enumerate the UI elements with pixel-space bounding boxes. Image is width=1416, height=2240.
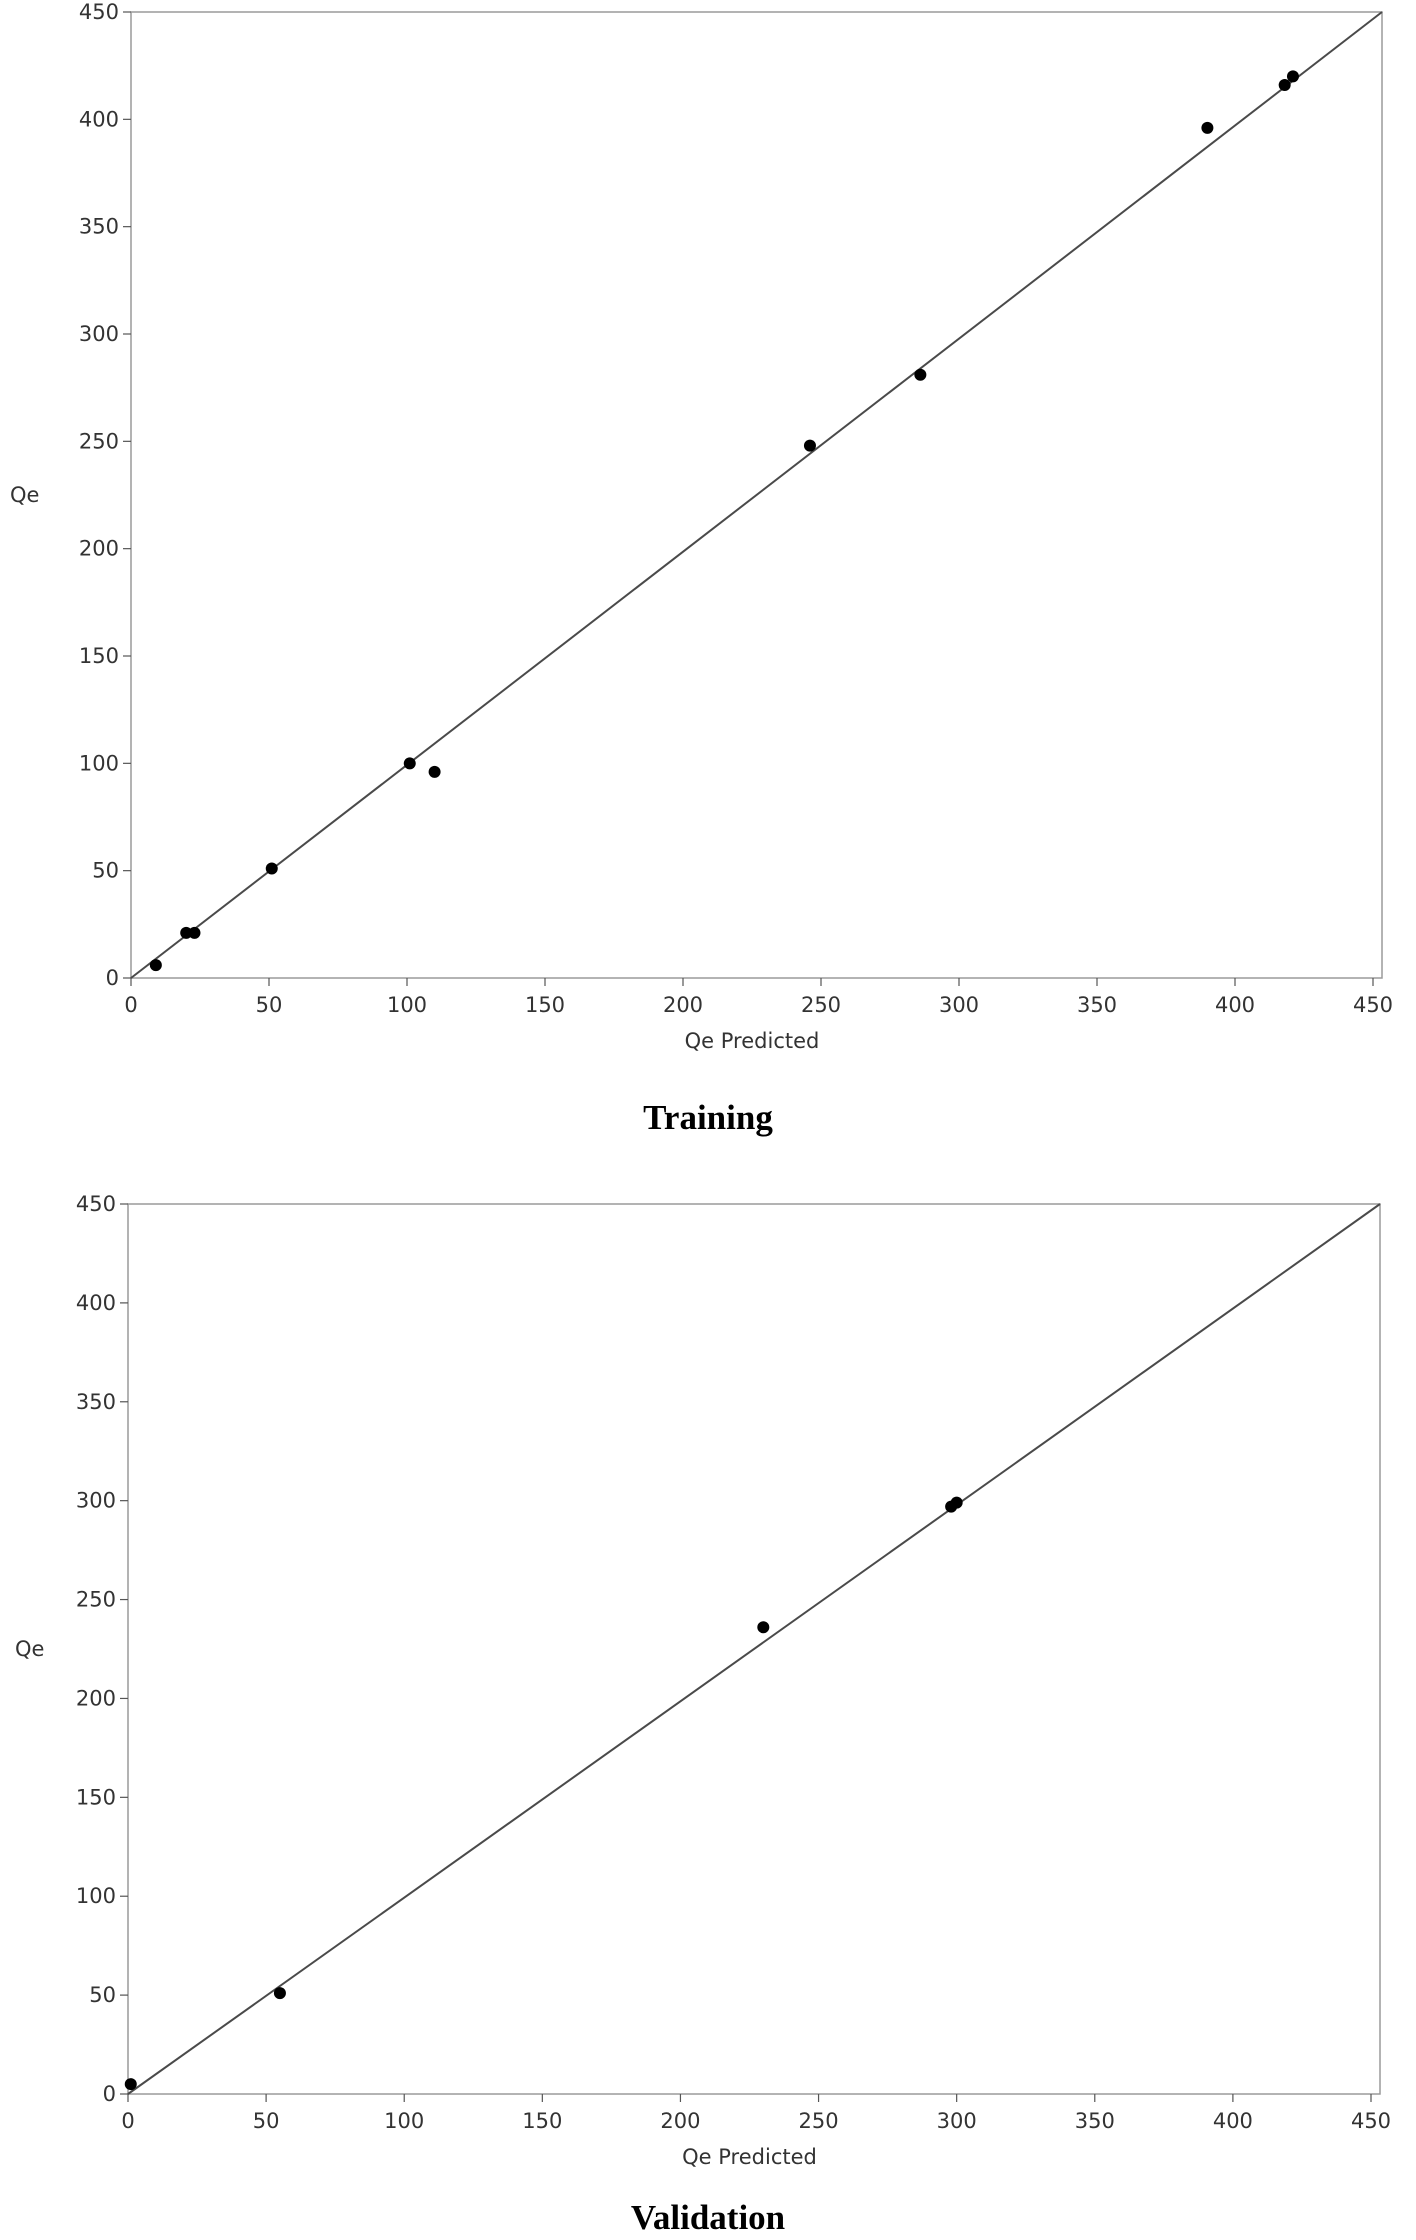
- data-point: [914, 368, 927, 381]
- data-point: [950, 1496, 963, 1509]
- x-tick-label: 350: [1075, 2109, 1115, 2133]
- data-point: [428, 765, 441, 778]
- y-tick-label: 0: [106, 966, 119, 990]
- x-tick-label: 100: [384, 2109, 424, 2133]
- data-point: [188, 926, 201, 939]
- y-tick-label: 100: [79, 751, 119, 775]
- data-point: [803, 439, 816, 452]
- training-caption: Training: [643, 1098, 773, 1137]
- x-tick-label: 250: [801, 993, 841, 1017]
- y-axis-label: Qe: [10, 483, 39, 507]
- x-tick-label: 250: [799, 2109, 839, 2133]
- y-tick-label: 250: [79, 429, 119, 453]
- training-chart: 0 50 100 150 200 250 300 350 400 450 0 50 100 150 200 2…: [0, 0, 1416, 1080]
- validation-caption: Validation: [630, 2198, 786, 2237]
- x-tick-label: 450: [1353, 993, 1393, 1017]
- y-tick-label: 100: [76, 1884, 116, 1908]
- y-tick-label: 50: [92, 859, 119, 883]
- validation-chart: 0 50 100 150 200 250 300 350 400 450 0 50 100 150 200 2…: [0, 1150, 1416, 2240]
- x-tick-label: 200: [660, 2109, 700, 2133]
- x-axis-label: Qe Predicted: [685, 1029, 820, 1053]
- data-point: [180, 926, 193, 939]
- x-tick-label: 400: [1215, 993, 1255, 1017]
- x-tick-label: 150: [522, 2109, 562, 2133]
- y-tick-label: 0: [103, 2082, 116, 2106]
- x-tick-label: 450: [1351, 2109, 1391, 2133]
- data-point: [1201, 121, 1214, 134]
- y-tick-label: 450: [76, 1192, 116, 1216]
- validation-plot-svg: 0 50 100 150 200 250 300 350 400 450 0 50 100 150 200 2…: [15, 1192, 1391, 2169]
- y-tick-label: 450: [79, 0, 119, 24]
- x-tick-label: 150: [525, 993, 565, 1017]
- x-tick-label: 300: [937, 2109, 977, 2133]
- plot-frame: [127, 1203, 1381, 2095]
- y-tick-label: 200: [76, 1686, 116, 1710]
- data-point: [124, 2078, 137, 2091]
- training-plot-svg: 0 50 100 150 200 250 300 350 400 450 0 50 100 150 200 2…: [10, 0, 1393, 1053]
- y-tick-label: 350: [76, 1390, 116, 1414]
- data-point: [757, 1621, 770, 1634]
- y-tick-label: 150: [76, 1785, 116, 1809]
- x-tick-label: 0: [121, 2109, 134, 2133]
- reference-line: [130, 11, 1383, 979]
- y-tick-label: 350: [79, 215, 119, 239]
- data-point: [1278, 78, 1291, 91]
- y-tick-label: 400: [79, 107, 119, 131]
- data-point: [403, 757, 416, 770]
- data-point: [265, 862, 278, 875]
- y-axis-label: Qe: [15, 1637, 44, 1661]
- x-axis-label: Qe Predicted: [682, 2145, 817, 2169]
- x-tick-label: 0: [124, 993, 137, 1017]
- x-tick-label: 100: [387, 993, 427, 1017]
- y-tick-label: 250: [76, 1588, 116, 1612]
- y-tick-label: 400: [76, 1291, 116, 1315]
- x-tick-label: 300: [939, 993, 979, 1017]
- y-tick-label: 50: [89, 1983, 116, 2007]
- x-tick-label: 50: [253, 2109, 280, 2133]
- data-point: [149, 959, 162, 972]
- y-tick-label: 300: [79, 322, 119, 346]
- reference-line: [127, 1203, 1381, 2095]
- x-tick-label: 400: [1213, 2109, 1253, 2133]
- data-point: [273, 1987, 286, 2000]
- x-tick-label: 200: [663, 993, 703, 1017]
- plot-frame: [130, 11, 1383, 979]
- data-point: [1286, 70, 1299, 83]
- y-tick-label: 150: [79, 644, 119, 668]
- x-tick-label: 50: [256, 993, 283, 1017]
- y-tick-label: 200: [79, 537, 119, 561]
- y-tick-label: 300: [76, 1489, 116, 1513]
- x-tick-label: 350: [1077, 993, 1117, 1017]
